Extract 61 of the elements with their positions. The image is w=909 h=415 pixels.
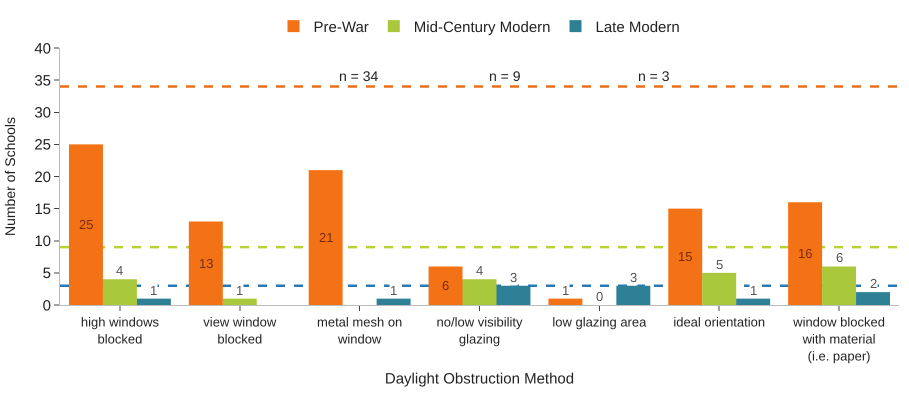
bar <box>428 266 463 305</box>
legend-label: Late Modern <box>596 18 680 36</box>
data-label: 25 <box>79 217 94 232</box>
y-tick-label: 40 <box>34 40 51 58</box>
data-label: 5 <box>716 257 724 272</box>
bar <box>376 298 411 305</box>
bar <box>68 144 103 305</box>
data-label: 3 <box>510 270 518 285</box>
data-label: 1 <box>750 283 758 298</box>
bar <box>822 266 856 305</box>
y-tick-label: 15 <box>34 200 51 218</box>
x-axis-title: Daylight Obstruction Method <box>384 370 574 388</box>
data-label: 3 <box>630 270 638 285</box>
bar <box>788 202 822 305</box>
y-tick-label: 25 <box>34 136 51 154</box>
data-label: 1 <box>236 283 244 298</box>
bar <box>702 272 736 305</box>
y-tick-label: 35 <box>34 72 51 90</box>
y-tick-label: 0 <box>42 297 51 314</box>
legend-label: Mid-Century Modern <box>414 18 550 36</box>
y-tick-label: 10 <box>34 233 51 250</box>
data-label: 16 <box>798 246 812 261</box>
bar <box>222 298 257 305</box>
y-tick-label: 5 <box>42 265 51 282</box>
bar <box>548 298 582 305</box>
y-tick-label: 30 <box>34 104 51 122</box>
x-tick-label: view window blocked <box>203 314 277 346</box>
y-tick-label: 20 <box>34 168 51 186</box>
x-tick-label: metal mesh on window <box>317 314 402 346</box>
legend-label: Pre-War <box>314 18 369 36</box>
bar <box>736 298 770 305</box>
bar <box>102 279 137 305</box>
data-label: 6 <box>442 278 450 293</box>
data-label: 4 <box>116 263 124 278</box>
data-label: 1 <box>390 283 398 298</box>
data-label: 2 <box>870 276 878 291</box>
data-label: 15 <box>678 249 692 264</box>
bar <box>856 292 890 305</box>
bar <box>668 208 702 305</box>
x-tick-label: high windows blocked <box>80 314 160 346</box>
data-label: 0 <box>596 289 604 304</box>
x-tick-label: low glazing area <box>552 314 648 330</box>
y-axis-title: Number of Schools <box>2 116 18 236</box>
x-tick-label: no/low visibility glazing <box>436 314 523 346</box>
annotation: n = 3 <box>638 68 670 84</box>
bar <box>136 298 171 305</box>
data-label: 4 <box>476 263 484 278</box>
x-tick-label: ideal orientation <box>673 314 766 330</box>
x-tick-label: window blocked with material (i.e. paper) <box>792 314 885 364</box>
data-label: 1 <box>562 283 570 298</box>
bar <box>308 170 343 305</box>
data-label: 6 <box>836 250 844 265</box>
bar <box>616 286 650 305</box>
annotation: n = 34 <box>339 68 379 84</box>
data-label: 21 <box>319 230 334 245</box>
annotation: n = 9 <box>489 68 521 84</box>
bar <box>462 279 496 305</box>
bar <box>496 286 530 305</box>
bar <box>188 221 223 305</box>
data-label: 13 <box>199 256 214 271</box>
data-label: 1 <box>150 283 158 298</box>
